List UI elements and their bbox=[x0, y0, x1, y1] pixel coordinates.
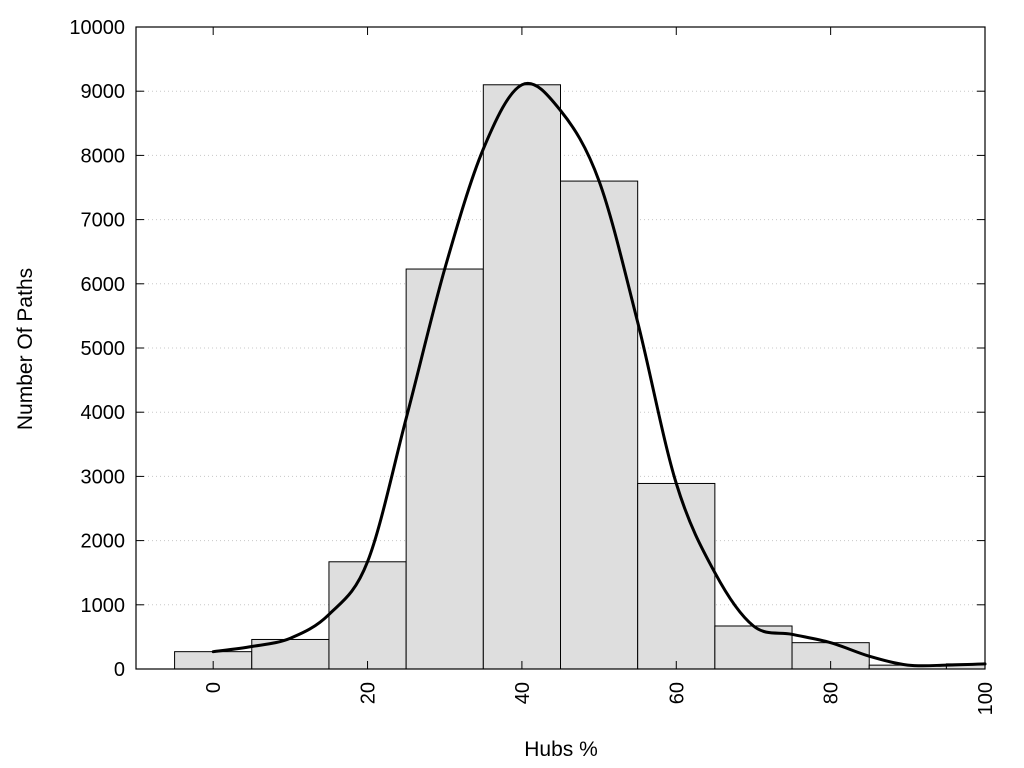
x-tick-label: 40 bbox=[512, 682, 534, 704]
y-tick-label: 7000 bbox=[81, 210, 126, 232]
axis-ticks: 0100020003000400050006000700080009000100… bbox=[69, 17, 997, 715]
y-tick-label: 1000 bbox=[81, 595, 126, 617]
histogram-bars bbox=[174, 84, 986, 670]
y-axis-label: Number Of Paths bbox=[14, 268, 37, 430]
y-tick-label: 9000 bbox=[81, 81, 126, 103]
density-curve-line bbox=[211, 81, 987, 668]
x-tick-label: 20 bbox=[358, 682, 380, 704]
x-tick-label: 100 bbox=[975, 682, 997, 715]
x-axis-label: Hubs % bbox=[524, 738, 598, 761]
density-curve bbox=[211, 81, 987, 668]
y-tick-label: 8000 bbox=[81, 145, 126, 167]
histogram-bar bbox=[560, 180, 639, 670]
y-tick-label: 4000 bbox=[81, 402, 126, 424]
x-tick-label: 60 bbox=[666, 682, 688, 704]
histogram-bar bbox=[328, 561, 407, 670]
x-tick-label: 80 bbox=[821, 682, 843, 704]
y-tick-label: 6000 bbox=[81, 274, 126, 296]
y-tick-label: 3000 bbox=[81, 466, 126, 488]
histogram-bar bbox=[405, 268, 484, 670]
y-tick-label: 0 bbox=[114, 659, 125, 681]
y-tick-label: 2000 bbox=[81, 531, 126, 553]
histogram-bar bbox=[637, 482, 716, 670]
y-tick-label: 10000 bbox=[69, 17, 125, 39]
x-tick-label: 0 bbox=[203, 682, 225, 693]
histogram-bar bbox=[482, 84, 561, 670]
y-tick-label: 5000 bbox=[81, 338, 126, 360]
